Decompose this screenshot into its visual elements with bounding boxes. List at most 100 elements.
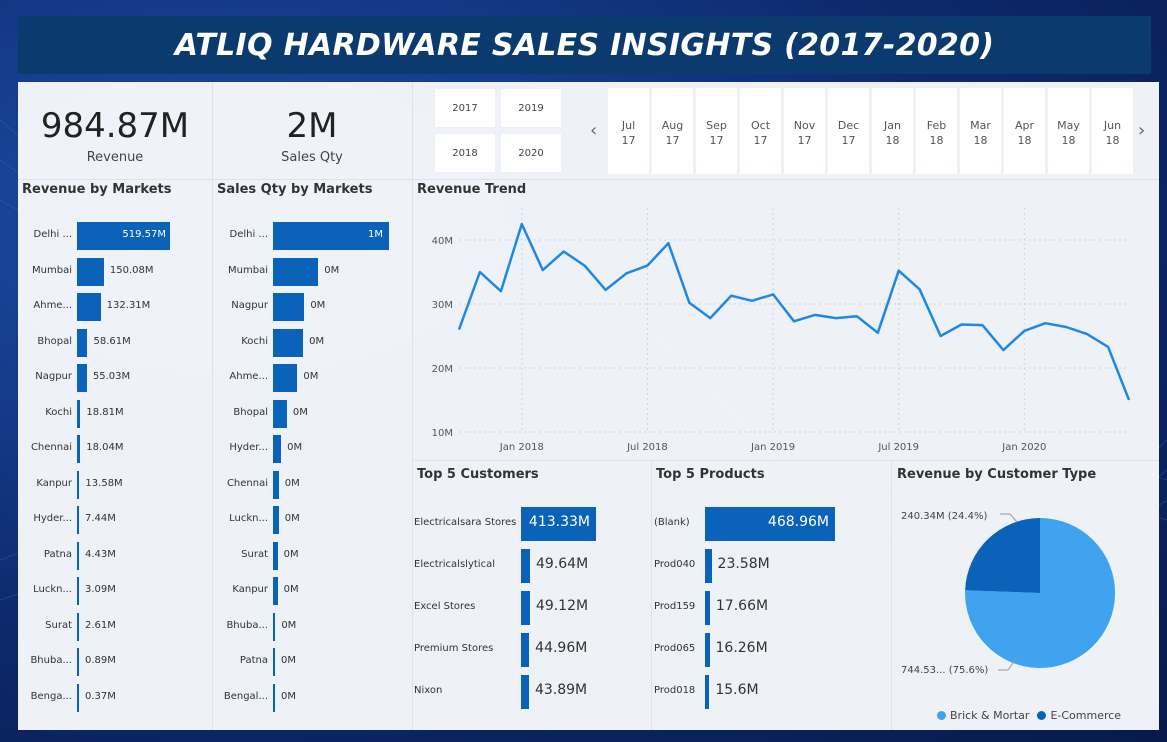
product-row[interactable]: Prod040 23.58M (654, 549, 915, 583)
market-qty-row[interactable]: Ahme... 0M (213, 364, 469, 392)
bar[interactable] (77, 683, 79, 712)
pie-leader-line (1000, 513, 1018, 523)
customer-row[interactable]: Electricalsara Stores 413.33M (414, 507, 676, 541)
market-qty-row[interactable]: Nagpur 0M (213, 293, 469, 321)
chevron-left-icon[interactable]: ‹ (590, 120, 598, 141)
bar[interactable] (705, 549, 712, 583)
market-qty-row[interactable]: Mumbai 0M (213, 257, 469, 286)
month-tile[interactable]: May 18 (1048, 88, 1089, 174)
bar[interactable] (521, 633, 530, 667)
market-qty-row[interactable]: Chennai 0M (213, 470, 469, 499)
bar[interactable] (77, 506, 79, 534)
bar[interactable] (273, 328, 304, 357)
month-tile[interactable]: Feb 18 (916, 88, 957, 174)
bar[interactable] (705, 591, 710, 625)
bar[interactable] (521, 591, 530, 625)
bar[interactable] (77, 541, 79, 570)
market-revenue-row[interactable]: Benga... 0.37M (18, 683, 250, 712)
bar[interactable] (77, 648, 79, 676)
bar[interactable] (273, 257, 319, 286)
market-qty-row[interactable]: Bhuba... 0M (213, 612, 469, 641)
bar[interactable] (273, 506, 279, 534)
bar[interactable] (273, 612, 276, 641)
bar-value-label: 0M (292, 406, 308, 418)
bar[interactable] (77, 364, 87, 392)
market-revenue-row[interactable]: Ahme... 132.31M (18, 293, 250, 321)
bar[interactable] (273, 541, 278, 570)
chevron-right-icon[interactable]: › (1138, 120, 1146, 141)
month-tile[interactable]: Nov 17 (784, 88, 825, 174)
bar[interactable] (273, 435, 282, 463)
market-revenue-row[interactable]: Kochi 18.81M (18, 399, 250, 428)
year-tile-2019[interactable]: 2019 (500, 88, 562, 128)
month-tile[interactable]: Apr 18 (1004, 88, 1045, 174)
bar[interactable] (77, 612, 79, 641)
month-tile[interactable]: Mar 18 (960, 88, 1001, 174)
market-qty-row[interactable]: Hyder... 0M (213, 435, 469, 463)
bar[interactable] (77, 328, 88, 357)
market-qty-row[interactable]: Patna 0M (213, 648, 469, 676)
product-row[interactable]: (Blank) 468.96M (654, 507, 915, 541)
bar[interactable] (77, 293, 101, 321)
market-revenue-row[interactable]: Hyder... 7.44M (18, 506, 250, 534)
month-tile[interactable]: Oct 17 (740, 88, 781, 174)
market-qty-row[interactable]: Bhopal 0M (213, 399, 469, 428)
bar[interactable] (521, 507, 596, 541)
bar[interactable] (521, 549, 530, 583)
bar[interactable] (273, 293, 305, 321)
bar[interactable] (705, 675, 710, 709)
month-tile[interactable]: Sep 17 (696, 88, 737, 174)
market-revenue-row[interactable]: Bhopal 58.61M (18, 328, 250, 357)
bar[interactable] (273, 364, 298, 392)
month-tile[interactable]: Jun 18 (1092, 88, 1133, 174)
bar[interactable] (77, 435, 81, 463)
market-qty-row[interactable]: Delhi ... 1M (213, 222, 469, 250)
market-revenue-row[interactable]: Luckn... 3.09M (18, 577, 250, 605)
bar[interactable] (705, 633, 710, 667)
bar[interactable] (273, 648, 275, 676)
market-revenue-row[interactable]: Delhi ... 519.57M (18, 222, 250, 250)
market-qty-row[interactable]: Surat 0M (213, 541, 469, 570)
bar[interactable] (273, 222, 389, 250)
year-tile-2017[interactable]: 2017 (434, 88, 496, 128)
product-row[interactable]: Prod065 16.26M (654, 633, 915, 667)
product-row[interactable]: Prod018 15.6M (654, 675, 915, 709)
month-tile[interactable]: Jul 17 (608, 88, 649, 174)
bar[interactable] (77, 470, 80, 499)
bar[interactable] (273, 399, 287, 428)
bar[interactable] (705, 507, 835, 541)
product-row[interactable]: Prod159 17.66M (654, 591, 915, 625)
pie-slice-ecommerce[interactable] (965, 518, 1040, 593)
market-qty-row[interactable]: Luckn... 0M (213, 506, 469, 534)
bar[interactable] (77, 577, 79, 605)
month-tile[interactable]: Jan 18 (872, 88, 913, 174)
market-revenue-row[interactable]: Patna 4.43M (18, 541, 250, 570)
market-qty-row[interactable]: Kochi 0M (213, 328, 469, 357)
market-qty-row[interactable]: Kanpur 0M (213, 577, 469, 605)
pie-slice-brick-mortar[interactable] (965, 518, 1116, 668)
customer-row[interactable]: Excel Stores 49.12M (414, 591, 676, 625)
market-revenue-row[interactable]: Chennai 18.04M (18, 435, 250, 463)
customer-row[interactable]: Premium Stores 44.96M (414, 633, 676, 667)
bar[interactable] (77, 257, 104, 286)
revenue-trend-line[interactable] (457, 222, 1131, 401)
customer-row[interactable]: Electricalslytical 49.64M (414, 549, 676, 583)
bar[interactable] (521, 675, 529, 709)
bar[interactable] (77, 399, 81, 428)
bar[interactable] (77, 222, 170, 250)
bar[interactable] (273, 470, 279, 499)
market-qty-row[interactable]: Bengal... 0M (213, 683, 469, 712)
bar-value-label: 519.57M (122, 229, 166, 240)
market-revenue-row[interactable]: Kanpur 13.58M (18, 470, 250, 499)
bar[interactable] (273, 577, 278, 605)
year-tile-2020[interactable]: 2020 (500, 133, 562, 173)
bar[interactable] (273, 683, 275, 712)
market-revenue-row[interactable]: Nagpur 55.03M (18, 364, 250, 392)
month-tile[interactable]: Aug 17 (652, 88, 693, 174)
market-revenue-row[interactable]: Surat 2.61M (18, 612, 250, 641)
market-revenue-row[interactable]: Bhuba... 0.89M (18, 648, 250, 676)
month-tile[interactable]: Dec 17 (828, 88, 869, 174)
market-revenue-row[interactable]: Mumbai 150.08M (18, 257, 250, 286)
year-tile-2018[interactable]: 2018 (434, 133, 496, 173)
customer-row[interactable]: Nixon 43.89M (414, 675, 676, 709)
